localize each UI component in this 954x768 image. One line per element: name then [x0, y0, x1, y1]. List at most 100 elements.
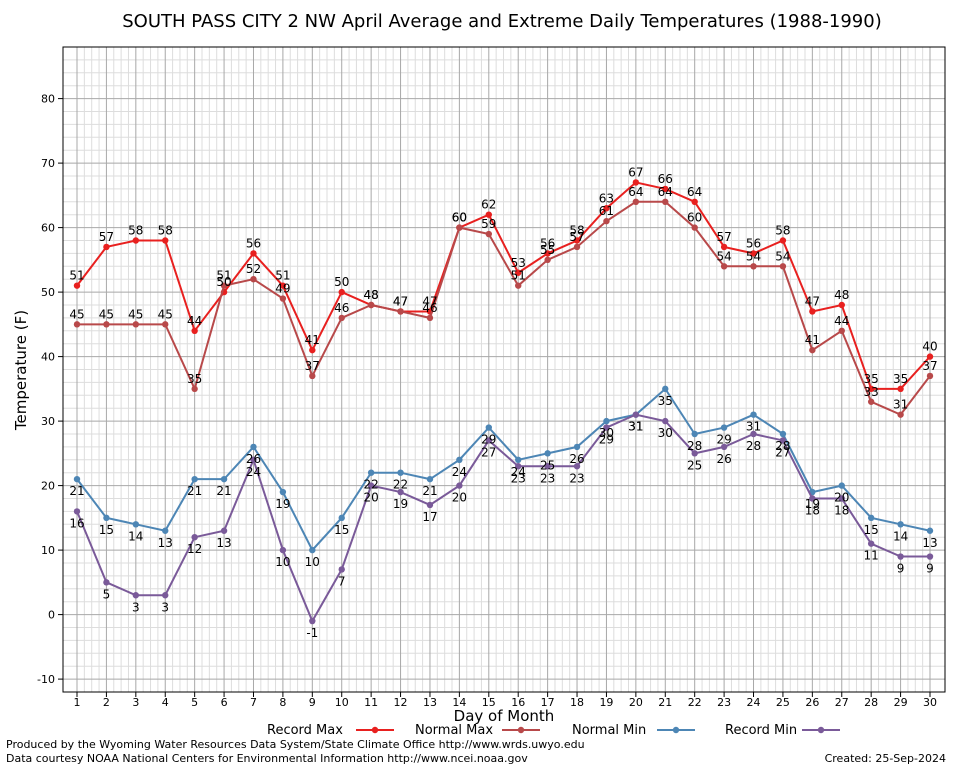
record-max-data-label: 58 — [128, 224, 143, 238]
record-max-data-label: 56 — [540, 236, 555, 250]
normal-max-data-label: 37 — [305, 359, 320, 373]
normal-max-point — [515, 282, 522, 289]
normal-max-point — [220, 282, 228, 289]
normal-max-point — [397, 308, 404, 315]
normal-min-data-label: 15 — [864, 523, 879, 537]
legend-marker-normal-min — [672, 726, 680, 734]
record-min-data-label: 23 — [569, 471, 584, 485]
normal-min-point — [73, 475, 81, 483]
normal-min-data-label: 21 — [216, 484, 231, 498]
normal-max-data-label: 64 — [658, 185, 673, 199]
record-max-data-label: 57 — [99, 230, 114, 244]
normal-max-data-label: 55 — [540, 243, 555, 257]
normal-min-point — [338, 514, 345, 522]
normal-min-point — [456, 456, 463, 463]
record-min-data-label: -1 — [306, 626, 318, 640]
normal-max-point — [897, 411, 904, 418]
record-max-data-label: 50 — [334, 275, 349, 289]
normal-max-data-label: 54 — [746, 249, 761, 263]
record-min-point — [309, 617, 316, 625]
normal-min-point — [544, 450, 551, 457]
x-tick-label: 20 — [629, 696, 643, 709]
record-min-data-label: 18 — [834, 504, 849, 518]
record-min-data-label: 24 — [246, 465, 261, 479]
record-min-data-label: 12 — [187, 542, 202, 556]
normal-min-data-label: 28 — [687, 439, 702, 453]
x-tick-label: 9 — [309, 696, 316, 709]
x-tick-label: 10 — [335, 696, 349, 709]
legend: Record Max Normal Max Normal Min Record Min — [267, 723, 840, 738]
record-max-line — [76, 181, 931, 390]
normal-max-data-label: 51 — [216, 269, 231, 283]
normal-max-point — [456, 224, 463, 231]
x-tick-label: 18 — [570, 696, 584, 709]
x-tick-label: 21 — [658, 696, 672, 709]
record-min-point — [279, 546, 287, 554]
x-axis-label: Day of Month — [454, 707, 555, 725]
legend-label-record-min: Record Min — [725, 723, 797, 738]
normal-min-data-label: 13 — [158, 536, 173, 550]
record-max-point — [573, 237, 581, 244]
x-tick-label: 26 — [805, 696, 819, 709]
normal-min-data-label: 15 — [334, 523, 349, 537]
normal-min-data-label: 31 — [628, 420, 643, 434]
record-max-data-label: 56 — [746, 236, 761, 250]
normal-max-point — [544, 256, 551, 264]
record-min-point — [897, 553, 904, 560]
x-tick-label: 1 — [74, 696, 81, 709]
normal-min-data-label: 22 — [393, 478, 408, 492]
normal-min-point — [515, 456, 522, 463]
legend-marker-normal-max — [517, 726, 525, 734]
x-tick-label: 2 — [103, 696, 110, 709]
normal-min-point — [397, 469, 404, 476]
normal-max-point — [367, 301, 375, 309]
record-max-data-label: 58 — [775, 224, 790, 238]
normal-max-data-label: 57 — [569, 230, 584, 244]
record-max-point — [662, 185, 669, 193]
record-min-data-label: 20 — [363, 491, 378, 505]
record-min-data-label: 26 — [716, 452, 731, 466]
normal-min-point — [720, 424, 728, 431]
normal-max-data-label: 31 — [893, 398, 908, 412]
record-max-point — [485, 211, 492, 218]
record-max-data-label: 47 — [422, 294, 437, 308]
normal-min-point — [426, 475, 434, 483]
x-tick-label: 13 — [423, 696, 437, 709]
record-min-point — [250, 456, 257, 463]
x-tick-label: 8 — [279, 696, 286, 709]
record-min-data-label: 20 — [452, 491, 467, 505]
record-min-point — [191, 534, 198, 541]
record-max-point — [250, 250, 257, 257]
footer-created-date: Created: 25-Sep-2024 — [825, 752, 946, 765]
record-max-data-label: 50 — [216, 275, 231, 289]
normal-max-data-label: 44 — [834, 314, 849, 328]
normal-max-point — [309, 372, 316, 380]
plot-frame — [62, 46, 946, 693]
normal-max-point — [132, 321, 140, 328]
y-tick-label: 10 — [41, 544, 55, 557]
normal-max-data-label: 60 — [687, 211, 702, 225]
x-tick-label: 11 — [364, 696, 378, 709]
normal-max-data-label: 52 — [246, 262, 261, 276]
normal-min-data-label: 19 — [275, 497, 290, 511]
normal-max-point — [73, 321, 81, 328]
normal-max-data-label: 64 — [628, 185, 643, 199]
x-tick-label: 14 — [452, 696, 466, 709]
normal-min-point — [191, 475, 198, 483]
x-tick-label: 25 — [776, 696, 790, 709]
record-max-point — [779, 237, 787, 244]
record-max-point — [750, 250, 757, 257]
record-min-data-label: 17 — [422, 510, 437, 524]
record-min-data-label: 9 — [897, 562, 905, 576]
record-max-data-label: 67 — [628, 165, 643, 179]
record-max-data-label: 51 — [69, 269, 84, 283]
record-max-data-label: 44 — [187, 314, 202, 328]
normal-min-data-label: 35 — [658, 394, 673, 408]
normal-max-point — [426, 314, 434, 322]
record-max-data-label: 47 — [393, 294, 408, 308]
x-tick-label: 22 — [688, 696, 702, 709]
normal-min-data-label: 15 — [99, 523, 114, 537]
record-min-point — [544, 463, 551, 470]
normal-max-data-label: 49 — [275, 282, 290, 296]
